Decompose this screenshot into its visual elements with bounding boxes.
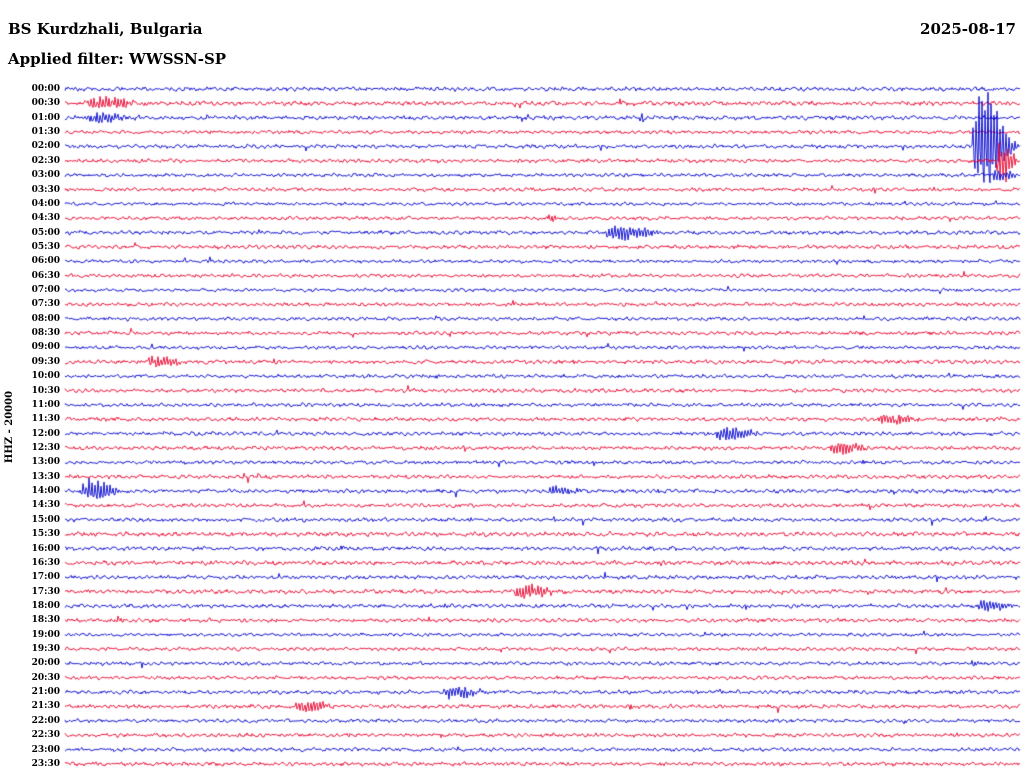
row-time-label: 22:00 (31, 715, 60, 726)
row-time-label: 05:00 (31, 227, 60, 238)
row-time-label: 03:30 (31, 184, 60, 195)
row-time-label: 10:30 (31, 385, 60, 396)
row-time-label: 04:30 (31, 213, 60, 224)
row-time-label: 11:30 (31, 414, 60, 425)
row-time-label: 02:00 (31, 141, 60, 152)
row-time-label: 07:30 (31, 299, 60, 310)
row-time-label: 20:30 (31, 672, 60, 683)
row-time-label: 21:00 (31, 687, 60, 698)
row-time-label: 13:00 (31, 457, 60, 468)
row-time-label: 01:00 (31, 112, 60, 123)
row-time-label: 00:30 (31, 98, 60, 109)
row-time-label: 23:30 (31, 758, 60, 769)
row-time-label: 05:30 (31, 241, 60, 252)
row-time-label: 16:30 (31, 557, 60, 568)
row-time-label: 09:30 (31, 356, 60, 367)
row-time-label: 09:00 (31, 342, 60, 353)
row-time-label: 18:00 (31, 600, 60, 611)
row-time-label: 00:00 (31, 84, 60, 94)
row-time-label: 07:00 (31, 285, 60, 296)
row-time-label: 12:00 (31, 428, 60, 439)
row-time-label: 11:00 (31, 399, 60, 410)
row-time-label: 03:00 (31, 170, 60, 181)
row-time-label: 23:00 (31, 744, 60, 755)
row-time-label: 10:00 (31, 371, 60, 382)
row-time-label: 19:00 (31, 629, 60, 640)
row-time-label: 08:30 (31, 328, 60, 339)
row-time-label: 20:00 (31, 658, 60, 669)
row-time-label: 14:00 (31, 486, 60, 497)
row-time-label: 08:00 (31, 313, 60, 324)
row-time-label: 18:30 (31, 615, 60, 626)
row-time-label: 19:30 (31, 644, 60, 655)
row-time-label: 21:30 (31, 701, 60, 712)
row-time-label: 15:30 (31, 529, 60, 540)
row-time-label: 22:30 (31, 730, 60, 741)
row-time-label: 06:30 (31, 270, 60, 281)
row-time-label: 12:30 (31, 443, 60, 453)
row-time-label: 06:00 (31, 256, 60, 267)
row-time-label: 16:00 (31, 543, 60, 554)
row-time-label: 15:00 (31, 514, 60, 525)
row-time-label: 01:30 (31, 127, 60, 138)
row-time-label: 04:00 (31, 198, 60, 209)
row-time-label: 13:30 (31, 471, 60, 482)
row-time-label: 02:30 (31, 155, 60, 166)
row-time-label: 17:00 (31, 572, 60, 583)
row-time-label: 14:30 (31, 500, 60, 511)
row-time-label: 17:30 (31, 586, 60, 597)
